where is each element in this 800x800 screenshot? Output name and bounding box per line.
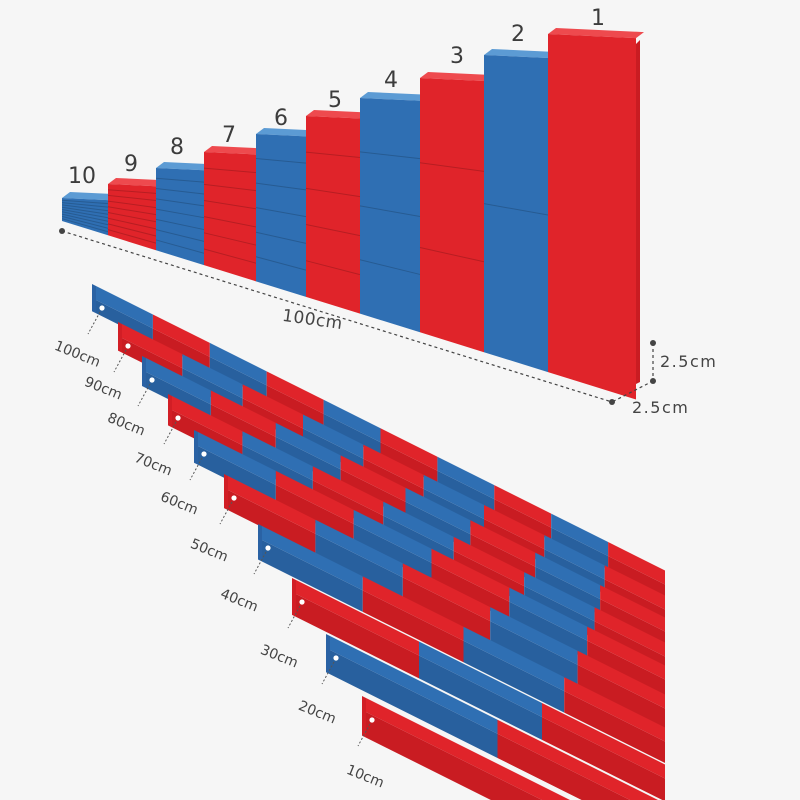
rod-number-7: 7 bbox=[222, 123, 236, 148]
rod-number-4: 4 bbox=[384, 68, 398, 93]
standing-rods-staircase bbox=[61, 28, 644, 400]
rod-number-9: 9 bbox=[124, 152, 138, 177]
rod-number-5: 5 bbox=[328, 88, 342, 113]
height-label: 2.5cm bbox=[660, 352, 718, 371]
rod-number-3: 3 bbox=[450, 44, 464, 69]
rod-number-2: 2 bbox=[511, 22, 525, 47]
dimension-lines bbox=[61, 230, 654, 403]
rod-number-6: 6 bbox=[274, 106, 288, 131]
rod-number-10: 10 bbox=[68, 164, 96, 189]
rod-number-8: 8 bbox=[170, 135, 184, 160]
rod-number-1: 1 bbox=[591, 6, 605, 31]
width-label: 2.5cm bbox=[632, 398, 690, 417]
dimension-dots bbox=[59, 228, 656, 405]
flat-rods-stack bbox=[87, 284, 665, 800]
